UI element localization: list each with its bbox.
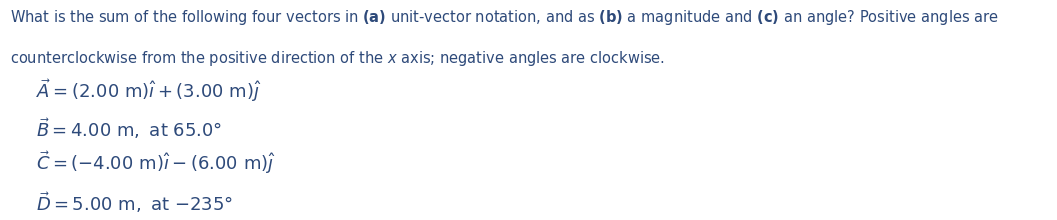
Text: $\vec{C} = \left(-4.00\ \mathrm{m}\right)\hat{\imath} - \left(6.00\ \mathrm{m}\r: $\vec{C} = \left(-4.00\ \mathrm{m}\right… bbox=[36, 149, 276, 176]
Text: $\vec{D} = 5.00\ \mathrm{m,\ at}\ {-235°}$: $\vec{D} = 5.00\ \mathrm{m,\ at}\ {-235°… bbox=[36, 191, 234, 215]
Text: What is the sum of the following four vectors in $\mathbf{(a)}$ unit-vector nota: What is the sum of the following four ve… bbox=[11, 8, 999, 27]
Text: $\vec{A} = \left(2.00\ \mathrm{m}\right)\hat{\imath} + \left(3.00\ \mathrm{m}\ri: $\vec{A} = \left(2.00\ \mathrm{m}\right)… bbox=[36, 77, 262, 104]
Text: $\vec{B} = 4.00\ \mathrm{m,\ at}\ 65.0°$: $\vec{B} = 4.00\ \mathrm{m,\ at}\ 65.0°$ bbox=[36, 116, 223, 141]
Text: counterclockwise from the positive direction of the $x$ axis; negative angles ar: counterclockwise from the positive direc… bbox=[11, 49, 665, 68]
